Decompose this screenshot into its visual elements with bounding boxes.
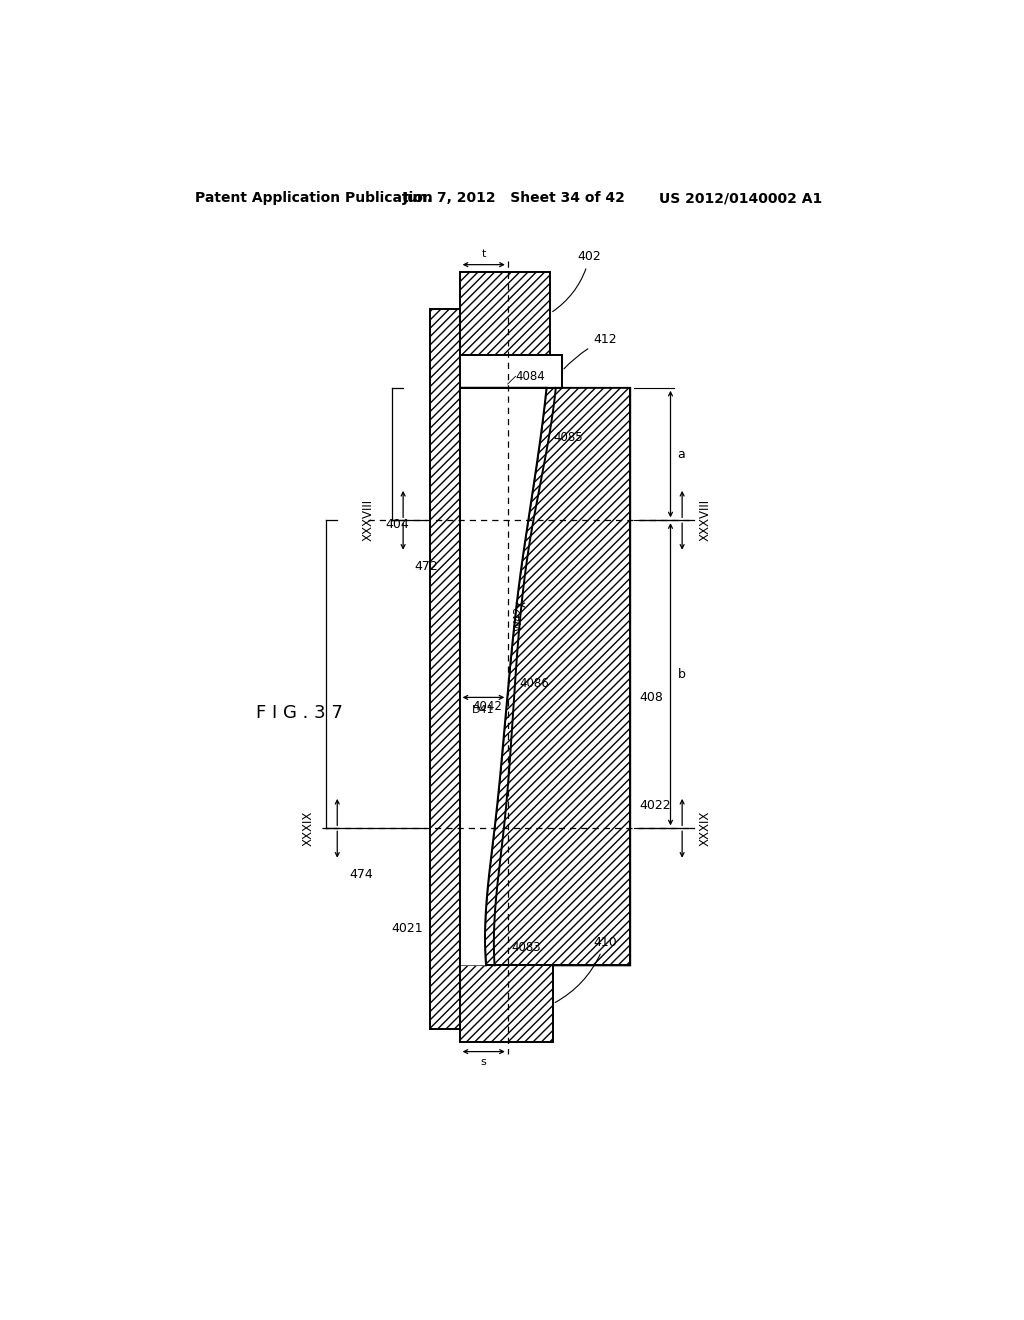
Text: 408: 408 — [640, 690, 664, 704]
Text: D41: D41 — [472, 705, 495, 714]
Text: XXXVIII: XXXVIII — [361, 499, 375, 541]
Text: 4084: 4084 — [515, 370, 545, 383]
Text: 4042: 4042 — [473, 700, 503, 713]
Text: 4085: 4085 — [554, 430, 584, 444]
Text: XXXIX: XXXIX — [698, 810, 712, 846]
Text: 474: 474 — [349, 869, 373, 880]
Text: 4021: 4021 — [391, 921, 423, 935]
Text: 412: 412 — [564, 333, 616, 368]
Polygon shape — [460, 965, 553, 1043]
Text: b: b — [678, 668, 685, 681]
Text: a: a — [678, 447, 685, 461]
Text: 404: 404 — [386, 517, 410, 531]
Text: 4022: 4022 — [640, 799, 671, 812]
Text: XXXVIII: XXXVIII — [698, 499, 712, 541]
Text: F I G . 3 7: F I G . 3 7 — [256, 704, 343, 722]
Text: 4086: 4086 — [519, 677, 549, 690]
Text: Jun. 7, 2012   Sheet 34 of 42: Jun. 7, 2012 Sheet 34 of 42 — [403, 191, 626, 206]
Text: XXXIX: XXXIX — [302, 810, 315, 846]
Text: 472: 472 — [415, 560, 438, 573]
Text: 4083: 4083 — [512, 941, 542, 954]
Text: s: s — [481, 1057, 486, 1068]
Text: t: t — [481, 249, 486, 259]
Text: W42: W42 — [514, 606, 524, 631]
Polygon shape — [460, 388, 630, 965]
Text: 410: 410 — [555, 936, 616, 1002]
Polygon shape — [460, 388, 547, 965]
Text: US 2012/0140002 A1: US 2012/0140002 A1 — [658, 191, 822, 206]
Polygon shape — [460, 272, 550, 355]
Text: Patent Application Publication: Patent Application Publication — [196, 191, 433, 206]
Polygon shape — [430, 309, 460, 1028]
Text: 402: 402 — [553, 251, 601, 312]
